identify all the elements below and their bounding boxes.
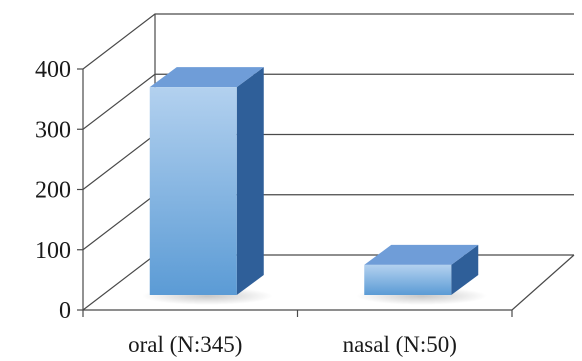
bar-top-face: [364, 244, 479, 265]
x-category-label: oral (N:345): [128, 332, 242, 357]
bar-side-face: [451, 244, 479, 295]
y-tick-label: 300: [35, 117, 71, 143]
bars: [141, 67, 488, 305]
bar: [356, 244, 488, 305]
y-tick-label: 100: [35, 238, 71, 264]
bar-top-face: [149, 67, 264, 88]
y-tick-label: 0: [59, 298, 71, 324]
bar-side-face: [236, 67, 264, 295]
labels: 0 100 200 300 400 oral (N:345) nasal (N:50): [35, 57, 457, 357]
x-category-label: nasal (N:50): [343, 332, 457, 357]
y-tick-label: 400: [35, 57, 71, 83]
bar-front-face: [149, 87, 237, 295]
bar: [141, 67, 273, 305]
gridline: [82, 13, 574, 70]
bar-front-face: [364, 264, 452, 295]
y-tick-label: 200: [35, 178, 71, 204]
